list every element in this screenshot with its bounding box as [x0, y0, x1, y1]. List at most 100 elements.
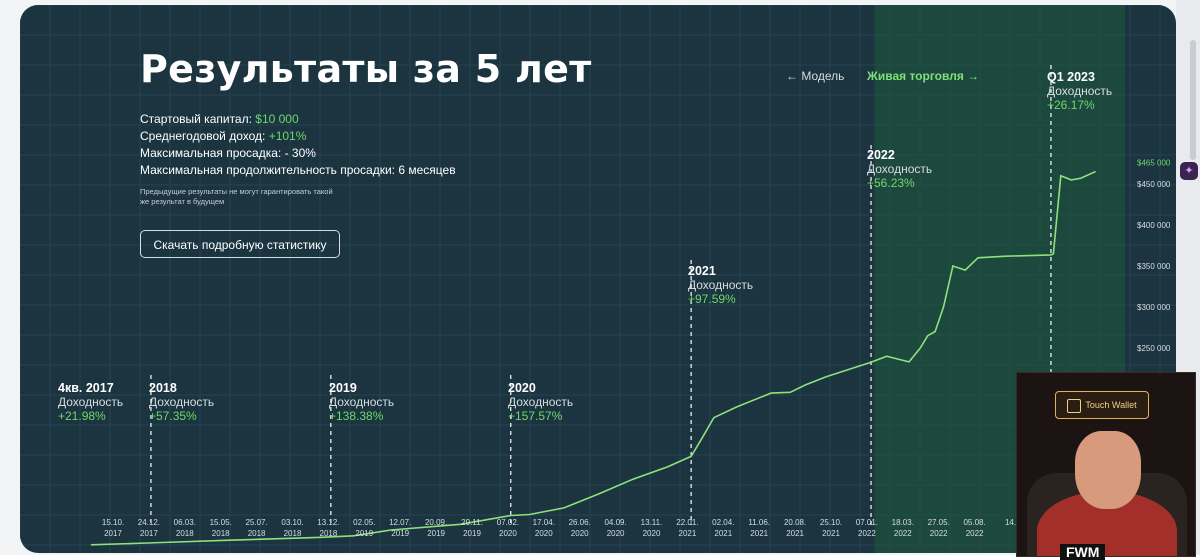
equity-point — [927, 335, 929, 337]
equity-point — [225, 539, 227, 541]
equity-point — [735, 406, 738, 408]
equity-point — [977, 257, 979, 259]
equity-point — [952, 265, 954, 267]
x-tick-line: 2019 — [427, 529, 445, 538]
equity-point — [459, 523, 462, 525]
annotation-q1-2023: Q1 2023 Доходность +26.17% — [1047, 70, 1113, 112]
sparkle-icon[interactable]: ✦ — [1180, 162, 1198, 180]
y-tick-label: $350 000 — [1137, 262, 1171, 271]
x-tick-label: 12.07. 2019 — [389, 518, 411, 538]
equity-point — [690, 455, 692, 458]
equity-point — [563, 507, 565, 509]
x-tick-line: 2020 — [607, 529, 625, 538]
x-tick-line: 02.05. — [353, 518, 375, 527]
equity-point — [390, 529, 392, 531]
x-tick-line: 05.08. — [963, 518, 985, 527]
x-tick-line: 2019 — [355, 529, 373, 538]
x-tick-line: 2022 — [966, 529, 984, 538]
scrollbar-thumb[interactable] — [1190, 40, 1196, 160]
x-tick-label: 11.06. 2021 — [748, 518, 770, 538]
x-tick-label: 05.08. 2022 — [963, 518, 985, 538]
webcam-overlay: Touch Wallet — [1016, 372, 1196, 557]
equity-point — [1005, 255, 1007, 257]
touch-wallet-badge: Touch Wallet — [1055, 391, 1149, 419]
x-tick-label: 25.07. 2018 — [245, 518, 267, 538]
equity-point — [804, 384, 807, 386]
year-dividers — [150, 65, 1052, 525]
x-tick-label: 27.05. 2022 — [928, 518, 950, 538]
x-tick-label: 15.10. 2017 — [102, 518, 124, 538]
x-tick-label: 25.10. 2021 — [820, 518, 842, 538]
x-tick-label: 13.11. 2020 — [641, 518, 663, 538]
fwm-logo: FWM — [1060, 544, 1106, 560]
x-tick-line: 2021 — [714, 529, 732, 538]
equity-point — [1052, 253, 1055, 255]
equity-point — [713, 417, 715, 419]
x-axis-ticks: 15.10. 2017 24.12. 2017 06.03. 2018 15.05. 2018… — [102, 518, 1016, 538]
person-head — [1075, 431, 1141, 509]
x-tick-line: 2018 — [320, 529, 338, 538]
x-tick-line: 29.11. — [461, 518, 483, 527]
x-tick-line: 2019 — [463, 529, 481, 538]
x-tick-label: 02.05. 2019 — [353, 518, 375, 538]
x-tick-line: 2020 — [571, 529, 589, 538]
x-tick-line: 26.06. — [569, 518, 591, 527]
x-tick-line: 07.01. — [856, 518, 878, 527]
wallet-icon — [1067, 398, 1082, 413]
equity-line — [91, 170, 1096, 546]
x-tick-line: 13.11. — [641, 518, 663, 527]
equity-point — [352, 535, 355, 537]
y-tick-label: $250 000 — [1137, 344, 1171, 353]
x-tick-line: 2020 — [535, 529, 553, 538]
x-tick-line: 2017 — [140, 529, 158, 538]
x-tick-label: 03.10. 2018 — [281, 518, 303, 538]
equity-point — [964, 269, 966, 271]
annotation-2022: 2022 Доходность +56.23% — [867, 148, 933, 190]
annotation-2020: 2020 Доходность +157.57% — [508, 381, 574, 423]
download-stats-button[interactable]: Скачать подробную статистику — [140, 230, 340, 258]
x-tick-line: 2018 — [284, 529, 302, 538]
x-tick-label: 07.02. 2020 — [497, 518, 519, 538]
nav-live-trading-link[interactable]: Живая торговля → — [867, 69, 980, 83]
equity-point — [870, 361, 872, 363]
chart-card: 15.10. 2017 24.12. 2017 06.03. 2018 15.05. 2018… — [20, 5, 1176, 553]
stat-starting-capital: Стартовый капитал: $10 000 — [140, 112, 299, 126]
equity-point — [825, 376, 827, 378]
nav-model-link[interactable]: ← Модель — [786, 69, 845, 83]
x-tick-line: 17.04. — [533, 518, 555, 527]
x-tick-line: 18.03. — [892, 518, 914, 527]
y-tick-label: $300 000 — [1137, 303, 1171, 312]
page-title: Результаты за 5 лет — [140, 47, 592, 91]
x-tick-label: 29.11. 2019 — [461, 518, 483, 538]
equity-point — [1060, 175, 1062, 177]
equity-point — [146, 542, 149, 544]
equity-point — [886, 355, 888, 357]
x-tick-line: 11.06. — [748, 518, 770, 527]
x-tick-line: 12.07. — [389, 518, 411, 527]
x-tick-label: 14. — [1005, 518, 1016, 527]
equity-point — [510, 514, 512, 517]
x-tick-line: 2018 — [248, 529, 266, 538]
x-tick-line: 2022 — [930, 529, 948, 538]
equity-point — [942, 306, 945, 308]
stat-max-drawdown: Максимальная просадка: - 30% — [140, 146, 316, 160]
stat-drawdown-duration: Максимальная продолжительность просадки:… — [140, 163, 456, 177]
x-tick-label: 02.04. 2021 — [712, 518, 734, 538]
x-tick-line: 20.09. — [425, 518, 447, 527]
x-tick-label: 20.09. 2019 — [425, 518, 447, 538]
x-tick-line: 2022 — [894, 529, 912, 538]
x-tick-line: 22.01. — [676, 518, 698, 527]
x-tick-label: 15.05. 2018 — [210, 518, 232, 538]
equity-point — [666, 466, 669, 468]
x-tick-line: 2021 — [822, 529, 840, 538]
x-tick-line: 25.10. — [820, 518, 842, 527]
y-tick-label: $400 000 — [1137, 221, 1171, 230]
equity-point — [1050, 254, 1052, 256]
annotation-2021: 2021 Доходность +97.59% — [688, 264, 754, 306]
x-tick-line: 24.12. — [138, 518, 160, 527]
x-tick-label: 18.03. 2022 — [892, 518, 914, 538]
equity-point — [908, 361, 910, 363]
last-value-label: $465 000 — [1137, 159, 1171, 168]
x-tick-line: 2021 — [679, 529, 697, 538]
y-tick-label: $450 000 — [1137, 180, 1171, 189]
